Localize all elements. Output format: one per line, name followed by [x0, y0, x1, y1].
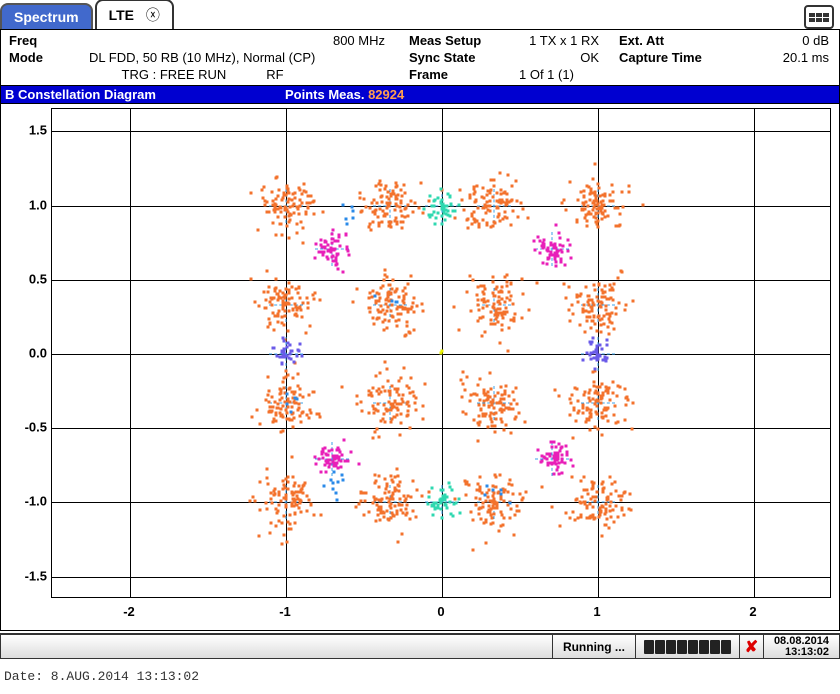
status-time: 13:13:02 — [774, 647, 829, 658]
y-axis-tick: 1.5 — [5, 123, 47, 138]
trg-label: TRG — [89, 67, 149, 82]
trg-value: : FREE RUN — [153, 67, 263, 82]
points-meas-value: 82924 — [368, 87, 404, 102]
extatt-value: 0 dB — [725, 32, 835, 49]
meassetup-label: Meas Setup — [405, 32, 515, 49]
y-axis-tick: -1.5 — [5, 568, 47, 583]
tab-row: Spectrum LTE ⓧ — [0, 0, 840, 30]
status-datetime: 08.08.2014 13:13:02 — [764, 635, 839, 658]
info-bar: Freq 800 MHz Meas Setup 1 TX x 1 RX Ext.… — [0, 30, 840, 86]
frame-value: 1 Of 1 (1) — [515, 66, 615, 83]
extatt-label: Ext. Att — [615, 32, 725, 49]
constellation-plot: -1.5 -1.0 -0.5 0.0 0.5 1.0 1.5 -2 -1 0 1 2 — [0, 103, 840, 631]
tab-lte-label: LTE — [109, 7, 134, 23]
x-axis-tick: 1 — [593, 604, 600, 619]
x-axis-tick: -2 — [123, 604, 135, 619]
rf-label: RF — [266, 67, 283, 82]
x-axis-tick: -1 — [279, 604, 291, 619]
warning-icon: ✘ — [740, 635, 764, 658]
y-axis-tick: 0.0 — [5, 346, 47, 361]
footer-date: Date: 8.AUG.2014 13:13:02 — [0, 659, 840, 694]
freq-label: Freq — [5, 32, 85, 49]
frame-label: Frame — [405, 66, 515, 83]
mode-value: DL FDD, 50 RB (10 MHz), Normal (CP) — [85, 49, 405, 66]
tab-spectrum[interactable]: Spectrum — [0, 3, 93, 29]
y-axis-tick: -1.0 — [5, 494, 47, 509]
capturetime-label: Capture Time — [615, 49, 725, 66]
status-bar: Running ... ✘ 08.08.2014 13:13:02 — [0, 633, 840, 659]
status-date: 08.08.2014 — [774, 636, 829, 647]
tab-lte[interactable]: LTE ⓧ — [95, 0, 174, 29]
capturetime-value: 20.1 ms — [725, 49, 835, 66]
close-icon[interactable]: ⓧ — [146, 5, 160, 25]
meassetup-value: 1 TX x 1 RX — [515, 32, 615, 49]
y-axis-tick: 0.5 — [5, 271, 47, 286]
x-axis-tick: 2 — [749, 604, 756, 619]
freq-value: 800 MHz — [85, 32, 405, 49]
chart-title: B Constellation Diagram — [5, 87, 285, 102]
x-axis-tick: 0 — [437, 604, 444, 619]
syncstate-value: OK — [515, 49, 615, 66]
y-axis-tick: -0.5 — [5, 420, 47, 435]
keypad-icon[interactable] — [804, 5, 834, 29]
syncstate-label: Sync State — [405, 49, 515, 66]
points-meas-label: Points Meas. — [285, 87, 368, 102]
mode-label: Mode — [5, 49, 85, 66]
y-axis-tick: 1.0 — [5, 197, 47, 212]
progress-indicator — [636, 635, 740, 658]
chart-banner: B Constellation Diagram Points Meas. 829… — [0, 86, 840, 103]
status-running: Running ... — [553, 635, 636, 658]
